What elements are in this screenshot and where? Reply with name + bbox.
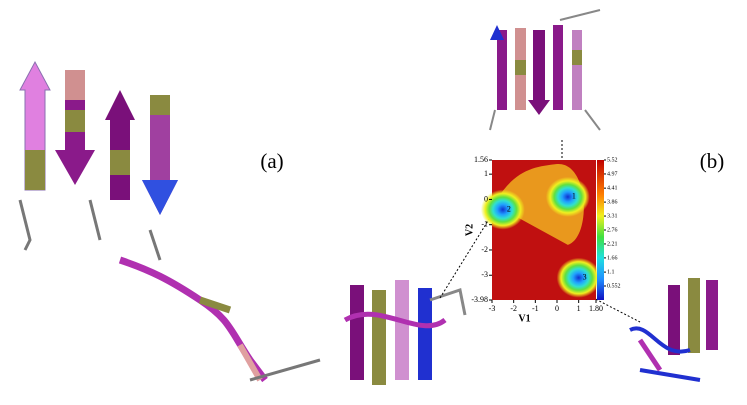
y-tick-label: 1 — [484, 169, 488, 178]
x-axis-label: V1 — [518, 313, 530, 324]
panel-label: (a) — [260, 149, 283, 173]
colorbar-tick-label: 3.31 — [607, 213, 618, 219]
x-tick-label: 1.80 — [589, 304, 603, 313]
y-tick-label: -3 — [481, 270, 488, 279]
colorbar — [597, 160, 604, 300]
basin-label: 1 — [572, 192, 576, 201]
panel-label: (b) — [700, 149, 725, 173]
page: (a) (b) 123 -3-2-1011.801.5610-1-2-3-3.9… — [0, 0, 747, 405]
figure: (a) (b) 123 -3-2-1011.801.5610-1-2-3-3.9… — [0, 0, 747, 405]
x-tick-label: -1 — [532, 304, 539, 313]
colorbar-tick-label: 2.76 — [607, 227, 618, 233]
molecule-top — [490, 10, 600, 130]
basin — [557, 258, 601, 298]
colorbar-tick-label: 0.552 — [607, 283, 621, 289]
y-axis-label: V2 — [464, 224, 475, 236]
y-tick-label: -3.98 — [471, 295, 488, 304]
colorbar-tick-label: 5.52 — [607, 157, 618, 163]
y-tick-label: 0 — [484, 194, 488, 203]
colorbar-tick-label: 4.97 — [607, 171, 618, 177]
x-tick-label: -3 — [489, 304, 496, 313]
x-tick-label: 0 — [555, 304, 559, 313]
y-tick-label: -1 — [481, 220, 488, 229]
colorbar-tick-label: 3.86 — [607, 199, 618, 205]
basin-label: 2 — [507, 204, 511, 213]
basin-label: 3 — [583, 273, 587, 282]
x-tick-label: 1 — [577, 304, 581, 313]
colorbar-tick-label: 4.41 — [607, 186, 618, 192]
y-tick-label: 1.56 — [474, 155, 488, 164]
colorbar-tick-label: 2.21 — [607, 241, 618, 247]
x-tick-label: -2 — [510, 304, 517, 313]
molecule-a — [20, 62, 320, 380]
colorbar-tick-label: 1.66 — [607, 255, 618, 261]
molecule-right — [630, 278, 718, 380]
colorbar-tick-label: 1.1 — [607, 269, 615, 275]
y-tick-label: -2 — [481, 245, 488, 254]
basin — [546, 177, 590, 217]
molecule-left — [345, 280, 465, 385]
